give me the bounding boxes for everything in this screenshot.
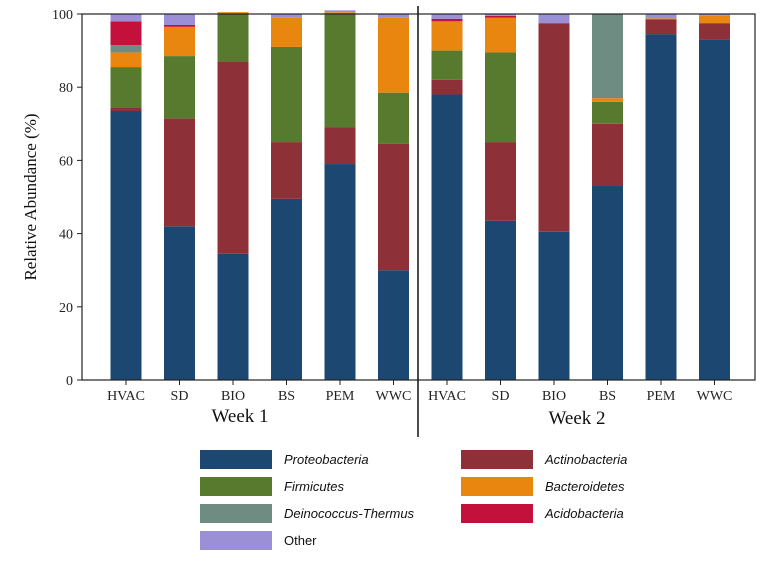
bar-segment-firmicutes-4: [271, 46, 302, 143]
bar-segment-other-1: [110, 14, 142, 22]
bar-segment-actinobacteria-1: [110, 107, 142, 111]
x-tick-label: SD: [171, 389, 189, 404]
bar-segment-other-6: [378, 14, 409, 18]
bar-segment-proteobacteria-1: [110, 110, 142, 381]
bar-segment-bacteroidetes-12: [699, 15, 730, 24]
bar-segment-actinobacteria-2: [164, 118, 195, 227]
bar-segment-proteobacteria-10: [592, 186, 623, 380]
bar-segment-other-12: [699, 14, 730, 16]
bar-segment-other-9: [538, 14, 570, 24]
y-tick-label: 100: [52, 8, 73, 23]
x-tick-label: HVAC: [428, 389, 466, 404]
bar-segment-deinococcus-thermus-1: [110, 45, 142, 53]
bar-segment-other-4: [271, 14, 302, 18]
bar-segment-actinobacteria-3: [217, 61, 249, 254]
y-tick-label: 80: [59, 81, 73, 96]
bar-segment-acidobacteria-8: [485, 15, 516, 18]
bar-segment-proteobacteria-3: [217, 253, 249, 380]
bar-segment-bacteroidetes-11: [645, 18, 677, 20]
x-tick-label: HVAC: [107, 389, 145, 404]
bar-segment-firmicutes-2: [164, 56, 195, 119]
group-label-week-2: Week 2: [548, 408, 605, 429]
x-tick-label: WWC: [376, 389, 412, 404]
bar-segment-bacteroidetes-2: [164, 26, 195, 57]
x-tick-label: BS: [278, 389, 295, 404]
bar-segment-actinobacteria-7: [431, 79, 463, 95]
x-tick-label: SD: [492, 389, 510, 404]
bar-segment-firmicutes-5: [324, 14, 356, 128]
bar-segment-proteobacteria-7: [431, 94, 463, 381]
bar-segment-firmicutes-3: [217, 14, 249, 62]
bar-segment-firmicutes-10: [592, 101, 623, 124]
bar-segment-acidobacteria-1: [110, 21, 142, 46]
x-tick-label: BS: [599, 389, 616, 404]
bar-segment-actinobacteria-10: [592, 123, 623, 187]
bar-segment-actinobacteria-12: [699, 23, 730, 40]
bar-segment-proteobacteria-2: [164, 226, 195, 380]
bar-segment-firmicutes-7: [431, 50, 463, 80]
bar-segment-actinobacteria-6: [378, 143, 409, 271]
bar-segment-actinobacteria-9: [538, 23, 570, 232]
x-tick-label: PEM: [326, 389, 355, 404]
bar-segment-proteobacteria-8: [485, 220, 516, 380]
x-tick-label: PEM: [647, 389, 676, 404]
bar-segment-proteobacteria-11: [645, 34, 677, 380]
bar-segment-bacteroidetes-1: [110, 52, 142, 68]
bar-segment-acidobacteria-7: [431, 18, 463, 22]
bar-segment-proteobacteria-4: [271, 198, 302, 380]
axes-layer: 0 20 40 60 80 100 HVAC SD BIO BS PEM WWC HVAC SD BIO BS…: [21, 6, 756, 437]
bar-segment-actinobacteria-11: [645, 19, 677, 35]
bar-segment-acidobacteria-2: [164, 24, 195, 27]
bar-segment-bacteroidetes-4: [271, 17, 302, 47]
x-tick-label: BIO: [542, 389, 566, 404]
bar-segment-bacteroidetes-6: [378, 17, 409, 93]
bar-segment-deinococcus-thermus-10: [592, 14, 623, 99]
bar-segment-firmicutes-6: [378, 92, 409, 144]
bar-segment-firmicutes-1: [110, 67, 142, 108]
bar-segment-proteobacteria-9: [538, 231, 570, 380]
bar-segment-proteobacteria-12: [699, 39, 730, 381]
x-tick-label: BIO: [221, 389, 245, 404]
bar-segment-other-5: [324, 10, 356, 13]
bar-segment-other-7: [431, 14, 463, 19]
bar-segment-bacteroidetes-5: [324, 12, 356, 14]
y-axis-label: Relative Abundance (%): [21, 113, 40, 280]
y-tick-label: 60: [59, 154, 73, 169]
bar-segment-proteobacteria-5: [324, 164, 356, 380]
bars-layer: [110, 10, 730, 381]
bar-segment-bacteroidetes-3: [217, 12, 249, 14]
bar-segment-actinobacteria-4: [271, 142, 302, 199]
bar-segment-actinobacteria-8: [485, 142, 516, 221]
y-tick-label: 0: [66, 374, 73, 389]
bar-segment-actinobacteria-5: [324, 127, 356, 165]
bar-segment-other-11: [645, 14, 677, 19]
bar-segment-other-2: [164, 14, 195, 25]
bar-segment-firmicutes-8: [485, 52, 516, 143]
bar-segment-other-8: [485, 14, 516, 16]
y-tick-label: 20: [59, 301, 73, 316]
group-label-week-1: Week 1: [211, 406, 268, 427]
bar-segment-bacteroidetes-8: [485, 17, 516, 53]
bar-segment-bacteroidetes-7: [431, 21, 463, 51]
bar-segment-proteobacteria-6: [378, 270, 409, 380]
bar-segment-bacteroidetes-10: [592, 98, 623, 102]
x-tick-label: WWC: [697, 389, 733, 404]
y-tick-label: 40: [59, 228, 73, 243]
